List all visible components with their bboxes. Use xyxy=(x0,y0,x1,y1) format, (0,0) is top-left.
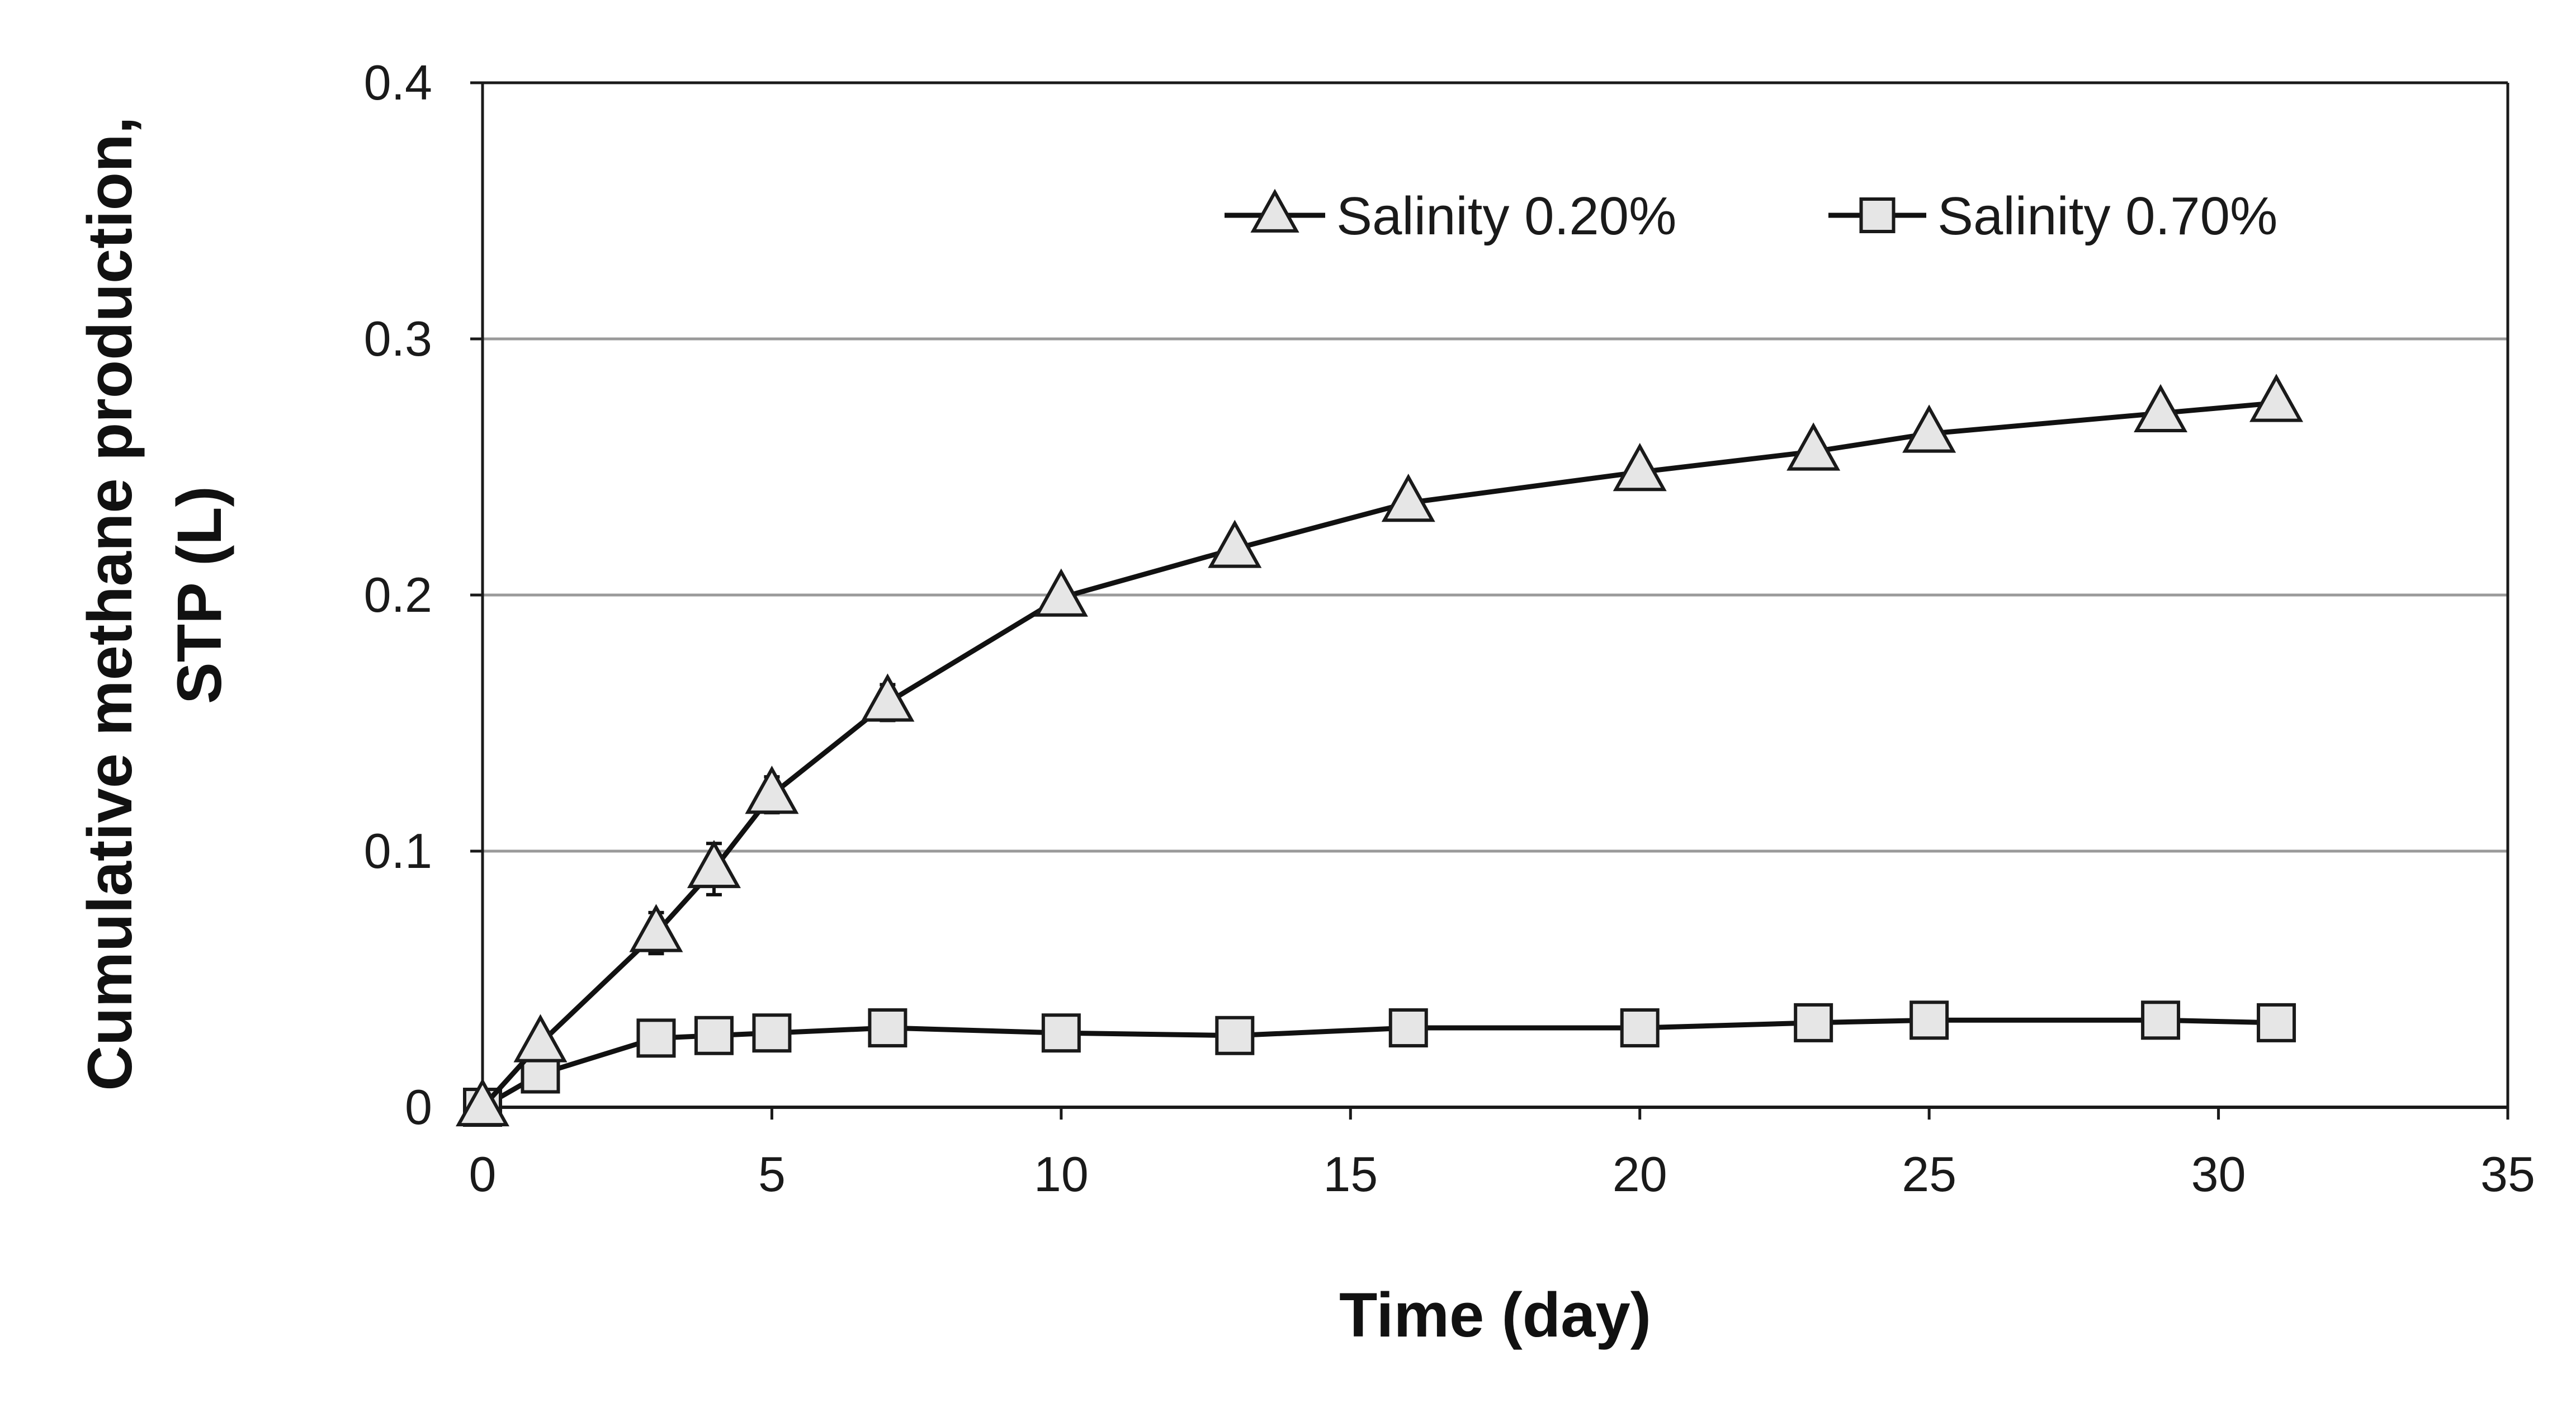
legend-label: Salinity 0.20% xyxy=(1336,186,1676,246)
data-point xyxy=(1208,520,1262,568)
data-point xyxy=(1909,1000,1949,1040)
y-tick-label: 0 xyxy=(405,1079,432,1135)
data-point xyxy=(1388,1008,1428,1048)
data-point xyxy=(513,1014,568,1063)
y-axis-title-line-2: STP (L) xyxy=(164,486,234,704)
y-tick-label: 0.2 xyxy=(364,567,432,622)
legend-label: Salinity 0.70% xyxy=(1937,186,2277,246)
data-point xyxy=(1041,1013,1081,1053)
data-point xyxy=(1381,474,1435,522)
x-tick-label: 35 xyxy=(2480,1146,2535,1202)
y-tick-label: 0.4 xyxy=(364,55,432,110)
data-point xyxy=(745,766,799,814)
series-salinity-0.70 xyxy=(463,1000,2296,1127)
y-axis-title: Cumulative methane production, STP (L) xyxy=(75,99,234,1091)
y-axis-title-line-1: Cumulative methane production, xyxy=(75,116,145,1090)
data-point xyxy=(2249,374,2304,422)
data-point xyxy=(687,839,741,889)
y-tick-labels: 0 0.1 0.2 0.3 0.4 xyxy=(364,55,432,1135)
data-point xyxy=(694,1016,734,1055)
legend-marker xyxy=(1250,188,1299,233)
axes xyxy=(470,81,2509,1120)
x-tick-label: 20 xyxy=(1613,1146,1667,1202)
data-point xyxy=(455,1078,510,1127)
data-point xyxy=(636,1018,676,1058)
data-point xyxy=(1786,422,1841,471)
data-point xyxy=(2257,1003,2296,1042)
x-tick-label: 0 xyxy=(469,1146,497,1202)
y-tick-label: 0.1 xyxy=(364,823,432,879)
data-series xyxy=(455,374,2304,1127)
data-point xyxy=(1613,443,1667,492)
data-point xyxy=(1034,568,1088,617)
data-point xyxy=(861,673,915,722)
legend-item-1: Salinity 0.20% xyxy=(1225,186,1676,246)
x-tick-label: 10 xyxy=(1034,1146,1089,1202)
data-point xyxy=(868,1008,907,1048)
x-tick-label: 15 xyxy=(1323,1146,1378,1202)
data-point xyxy=(629,904,683,952)
data-point xyxy=(1794,1003,1833,1042)
data-point xyxy=(1902,404,1956,453)
series-salinity-0.20 xyxy=(455,374,2304,1127)
x-axis-title: Time (day) xyxy=(1339,1280,1651,1350)
legend: Salinity 0.20% Salinity 0.70% xyxy=(1225,186,2277,246)
x-tick-label: 5 xyxy=(758,1146,786,1202)
data-point xyxy=(2141,1000,2181,1040)
x-tick-label: 30 xyxy=(2191,1146,2246,1202)
data-point xyxy=(2134,384,2188,432)
x-tick-label: 25 xyxy=(1902,1146,1956,1202)
data-point xyxy=(752,1013,792,1053)
legend-marker xyxy=(1859,197,1896,233)
x-tick-labels: 0 5 10 15 20 25 30 35 xyxy=(469,1146,2535,1202)
legend-item-2: Salinity 0.70% xyxy=(1828,186,2277,246)
data-point xyxy=(1215,1016,1255,1055)
y-tick-label: 0.3 xyxy=(364,311,432,366)
data-point xyxy=(1620,1008,1660,1048)
